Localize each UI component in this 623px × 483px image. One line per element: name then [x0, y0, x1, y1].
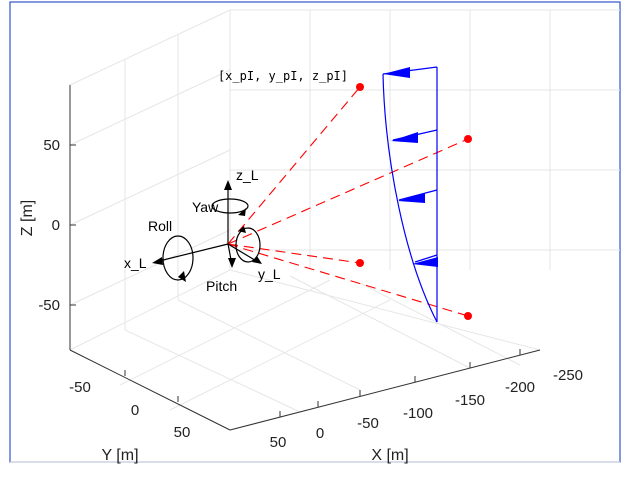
profile-curve	[382, 73, 438, 323]
axes-lines	[69, 85, 541, 431]
axes-ticks	[70, 144, 521, 417]
target-point-2	[464, 135, 472, 143]
body-axis-x-label: x_L	[124, 255, 147, 271]
y-tick-label-0: -50	[69, 379, 91, 396]
x-tick-label-3: -100	[403, 405, 433, 422]
yaw-arc	[211, 198, 249, 214]
body-axis-y-label: y_L	[258, 266, 281, 282]
ray-3	[227, 243, 361, 264]
target-point-4	[464, 312, 472, 320]
body-axis-x	[154, 243, 229, 263]
yaw-label: Yaw	[192, 199, 219, 215]
pitch-arc-arrowhead	[238, 226, 246, 233]
pitch-label: Pitch	[206, 278, 237, 294]
roll-label: Roll	[148, 218, 172, 234]
body-axis-z-label: z_L	[236, 167, 259, 183]
y-arrowhead	[252, 256, 262, 264]
ray-2	[227, 138, 469, 245]
roll-arrowhead	[178, 271, 186, 282]
ray-1	[227, 86, 361, 245]
x-tick-label-6: 50	[270, 434, 287, 451]
body-axis-y	[227, 243, 259, 263]
wind-arrow-1	[383, 67, 410, 78]
z-arrowhead	[224, 180, 232, 190]
wind-profile	[382, 66, 438, 323]
y-axis-label: Y [m]	[101, 447, 138, 464]
roll-arc	[162, 235, 194, 281]
wind-arrow-2	[391, 132, 418, 143]
x-tick-label-4: -50	[357, 415, 379, 432]
body-frame-arrowheads	[152, 180, 262, 282]
z-axis-label: Z [m]	[19, 200, 36, 236]
yaw-arrowhead	[238, 208, 246, 216]
z-tick-label-1: 0	[52, 217, 60, 234]
x-axis-label: X [m]	[371, 447, 408, 464]
grid-left-wall	[69, 9, 231, 330]
body-frame	[154, 185, 261, 281]
target-point-3	[356, 259, 364, 267]
z-tick-label-0: 50	[43, 137, 60, 154]
x-tick-label-2: -150	[455, 392, 485, 409]
z-tick-label-2: -50	[38, 297, 60, 314]
wind-arrow-4	[412, 257, 438, 267]
wind-arrows	[383, 67, 438, 267]
point-label: [x_pI, y_pI, z_pI]	[218, 69, 348, 83]
grid-back-wall	[229, 9, 620, 270]
target-points	[356, 83, 472, 320]
x-tick-label-0: -250	[553, 367, 583, 384]
pitch-arrowhead	[228, 258, 236, 268]
y-tick-label-2: 50	[174, 424, 191, 441]
x-arrowhead	[152, 257, 163, 265]
x-tick-label-1: -200	[505, 379, 535, 396]
target-point-1	[356, 83, 364, 91]
pitch-arc	[235, 227, 261, 263]
y-tick-label-1: 0	[131, 402, 139, 419]
wind-arrow-3	[398, 193, 425, 203]
x-tick-label-5: 0	[316, 425, 324, 442]
